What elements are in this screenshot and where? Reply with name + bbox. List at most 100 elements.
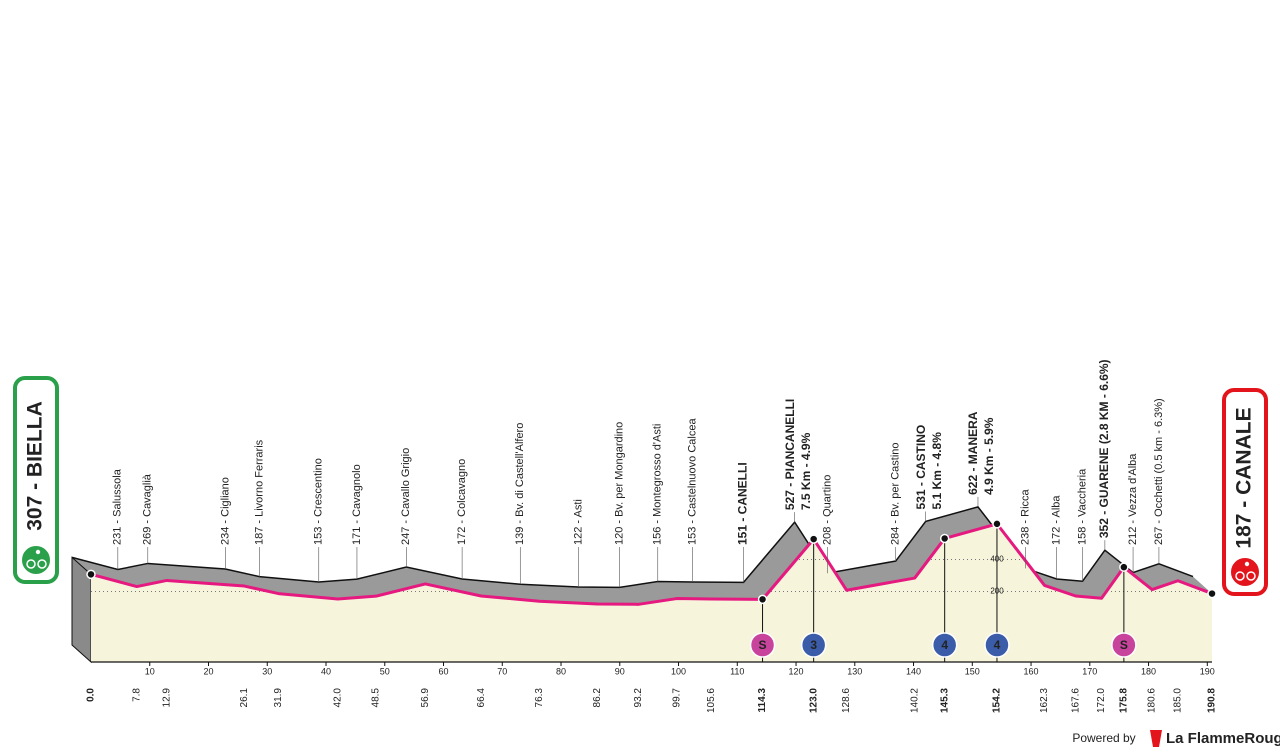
km-label: 145.3 bbox=[939, 688, 950, 713]
x-tick-label: 80 bbox=[556, 666, 566, 676]
rider-wheel bbox=[37, 559, 47, 569]
km-label: 185.0 bbox=[1173, 688, 1184, 713]
waypoint-label: 187 - Livorno Ferraris bbox=[253, 439, 265, 545]
x-tick-label: 90 bbox=[615, 666, 625, 676]
waypoint-label: 247 - Cavallo Grigio bbox=[400, 448, 412, 545]
waypoint-label: 158 - Vaccheria bbox=[1076, 468, 1088, 545]
rider-wheel bbox=[1235, 571, 1245, 581]
km-label: 56.9 bbox=[420, 688, 431, 708]
start-label: 307 - BIELLA bbox=[24, 401, 47, 531]
km-label: 167.6 bbox=[1070, 688, 1081, 713]
km-label: 140.2 bbox=[909, 688, 920, 713]
x-tick-label: 50 bbox=[380, 666, 390, 676]
marker-text: S bbox=[759, 638, 767, 652]
km-label: 175.8 bbox=[1119, 688, 1130, 713]
x-tick-label: 30 bbox=[262, 666, 272, 676]
key-point bbox=[1207, 588, 1217, 599]
waypoint-label: 5.1 Km - 4.8% bbox=[930, 432, 944, 510]
km-label: 26.1 bbox=[239, 688, 250, 708]
km-label: 162.3 bbox=[1039, 688, 1050, 713]
x-tick-label: 180 bbox=[1141, 666, 1156, 676]
marker-text: 4 bbox=[994, 638, 1001, 652]
km-label: 93.2 bbox=[633, 688, 644, 708]
km-label: 154.2 bbox=[992, 688, 1003, 713]
km-label: 31.9 bbox=[273, 688, 284, 708]
key-point bbox=[1119, 562, 1129, 572]
finish-box bbox=[1222, 388, 1268, 596]
km-label: 76.3 bbox=[534, 688, 545, 708]
waypoint-label: 622 - MANERA bbox=[966, 411, 980, 495]
waypoint-label: 122 - Asti bbox=[572, 499, 584, 545]
x-tick-label: 40 bbox=[321, 666, 331, 676]
x-tick-label: 170 bbox=[1082, 666, 1097, 676]
km-label: 12.9 bbox=[161, 688, 172, 708]
waypoint-label: 153 - Crescentino bbox=[313, 458, 325, 545]
km-label: 114.3 bbox=[757, 688, 768, 713]
x-tick-label: 160 bbox=[1024, 666, 1039, 676]
rider-head bbox=[35, 549, 41, 555]
marker-text: 3 bbox=[810, 638, 817, 652]
waypoint-label: 531 - CASTINO bbox=[914, 425, 928, 510]
waypoint-label: 172 - Alba bbox=[1051, 495, 1063, 545]
x-tick-label: 110 bbox=[730, 666, 744, 676]
waypoint-label: 231 - Salussola bbox=[112, 468, 124, 545]
km-label: 0.0 bbox=[86, 688, 97, 702]
waypoint-label: 212 - Vezza d'Alba bbox=[1127, 453, 1139, 545]
marker-badge bbox=[1111, 632, 1137, 658]
marker-text: S bbox=[1120, 638, 1128, 652]
waypoint-label: 284 - Bv. per Castino bbox=[890, 442, 902, 545]
waypoint-label: 156 - Montegrosso d'Asti bbox=[652, 424, 664, 545]
waypoint-label: 352 - GUARENE (2.8 KM - 6.6%) bbox=[1097, 359, 1111, 538]
x-tick-label: 10 bbox=[145, 666, 155, 676]
km-label: 123.0 bbox=[808, 688, 819, 713]
waypoint-label: 172 - Colcavagno bbox=[456, 459, 468, 545]
km-label: 105.6 bbox=[706, 688, 717, 713]
waypoint-label: 7.5 Km - 4.9% bbox=[799, 432, 813, 510]
waypoint-label: 4.9 Km - 5.9% bbox=[982, 417, 996, 495]
km-label: 86.2 bbox=[592, 688, 603, 708]
km-label: 66.4 bbox=[476, 688, 487, 708]
waypoint-label: 139 - Bv. di Castell'Alfero bbox=[514, 423, 526, 545]
waypoint-label: 120 - Bv. per Mongardino bbox=[613, 422, 625, 545]
key-point bbox=[808, 534, 819, 544]
waypoint-label: 153 - Castelnuovo Calcea bbox=[686, 418, 698, 545]
x-tick-label: 100 bbox=[671, 666, 686, 676]
waypoint-label: 151 - CANELLI bbox=[736, 462, 750, 545]
x-tick-label: 150 bbox=[965, 666, 980, 676]
km-label: 42.0 bbox=[332, 688, 343, 708]
waypoint-label: 208 - Quartino bbox=[821, 475, 833, 545]
waypoint-label: 267 - Occhetti (0.5 km - 6.3%) bbox=[1153, 398, 1165, 545]
km-label: 48.5 bbox=[371, 688, 382, 708]
x-tick-label: 60 bbox=[439, 666, 449, 676]
km-label: 190.8 bbox=[1207, 688, 1218, 713]
rider-wheel bbox=[26, 559, 36, 569]
km-label: 7.8 bbox=[131, 688, 142, 702]
km-label: 99.7 bbox=[671, 688, 682, 708]
x-tick-label: 120 bbox=[789, 666, 804, 676]
marker-badge bbox=[800, 632, 827, 658]
waypoint-label: 234 - Cigliano bbox=[219, 477, 231, 545]
finish-label: 187 - CANALE bbox=[1233, 407, 1256, 548]
key-point bbox=[992, 519, 1002, 529]
brand-name: La FlammeRouge bbox=[1166, 730, 1280, 747]
waypoint-label: 238 - Ricca bbox=[1019, 488, 1031, 545]
powered-by: Powered by bbox=[1072, 731, 1135, 745]
start-box bbox=[13, 376, 59, 584]
km-label: 180.6 bbox=[1147, 688, 1158, 713]
x-tick-label: 20 bbox=[203, 666, 213, 676]
marker-badge bbox=[931, 632, 958, 658]
x-tick-label: 130 bbox=[847, 666, 862, 676]
profile-line bbox=[90, 522, 1213, 606]
rider-icon bbox=[20, 544, 52, 576]
marker-badge bbox=[749, 632, 776, 658]
brand-icon bbox=[1150, 730, 1162, 747]
key-point bbox=[757, 594, 768, 605]
waypoint-label: 171 - Cavagnolo bbox=[351, 464, 363, 545]
marker-text: 4 bbox=[941, 638, 948, 652]
marker-badge bbox=[984, 632, 1010, 658]
rider-head bbox=[1244, 561, 1250, 567]
km-label: 128.6 bbox=[841, 688, 852, 713]
waypoint-label: 527 - PIANCANELLI bbox=[783, 399, 797, 510]
